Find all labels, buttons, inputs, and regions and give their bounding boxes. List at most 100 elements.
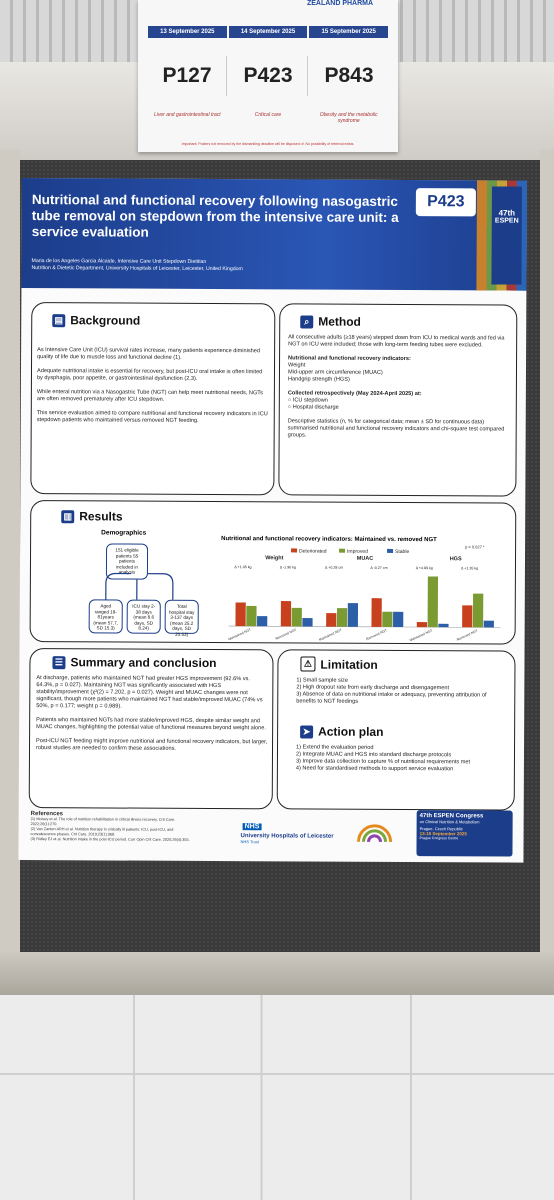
- results-panel: ▥ Results Demographics 151 eligible pati…: [29, 500, 517, 645]
- group-label: HGS: [450, 556, 462, 562]
- chart-icon: ▥: [61, 509, 75, 523]
- indicator-item: Handgrip strength (HGS): [287, 376, 350, 383]
- delta-annotation: Δ +1.05 kg: [234, 565, 251, 569]
- limitation-list: 1) Small sample size 2) High dropout rat…: [296, 677, 506, 706]
- delta-annotation: Δ +4.89 kg: [416, 566, 433, 570]
- session-sign: [138, 0, 398, 152]
- action-list: 1) Extend the evaluation period 2) Integ…: [296, 744, 506, 773]
- demographics-connector: [105, 572, 174, 600]
- action-icon: ➤: [300, 724, 314, 739]
- sign-topics: Liver and gastrointestinal tract Critica…: [148, 112, 388, 124]
- sign-date: 14 September 2025: [228, 26, 308, 38]
- background-paragraph: As Intensive Care Unit (ICU) survival ra…: [37, 347, 261, 361]
- badge-name: ESPEN: [494, 217, 519, 225]
- magnifier-icon: ⌕: [300, 314, 314, 329]
- bar: [246, 605, 257, 627]
- collected-item: ○ Hospital discharge: [287, 404, 339, 411]
- poster-author: Maria de los Angeles Garcia Alcaide, Int…: [32, 258, 412, 274]
- method-intro: All consecutive adults (≥18 years) stepp…: [288, 334, 505, 349]
- category-label: Removed NGT: [456, 629, 478, 642]
- group-label: MUAC: [357, 556, 374, 562]
- sign-dates: 13 September 2025 14 September 2025 15 S…: [148, 26, 389, 38]
- category-label: Removed NGT: [365, 628, 387, 641]
- espen-congress-badge: 47th ESPEN Congress on Clinical Nutritio…: [416, 810, 513, 857]
- legend-swatch: [339, 548, 346, 553]
- bar: [438, 623, 449, 628]
- bar: [347, 603, 359, 627]
- bar: [427, 576, 439, 628]
- sign-date: 13 September 2025: [148, 26, 227, 38]
- x-axis: [228, 625, 501, 628]
- sponsor-logo: ZEALAND PHARMA: [306, 0, 374, 7]
- frame-bottom: [0, 952, 554, 997]
- action-item: 4) Need for standardised methods to supp…: [295, 765, 454, 773]
- bar: [336, 608, 348, 627]
- indicators-title: Nutritional and functional recovery indi…: [288, 355, 411, 363]
- sign-code: P127: [148, 56, 227, 96]
- background-text: As Intensive Care Unit (ICU) survival ra…: [37, 347, 269, 432]
- limitation-heading: ⚠ Limitation: [300, 656, 378, 672]
- demographics-icu-stay: ICU stay 2-38 days (mean 8.6 days, SD 8.…: [126, 599, 161, 634]
- method-panel: ⌕ Method All consecutive adults (≥18 yea…: [278, 303, 518, 497]
- congress-sub: on Clinical Nutrition & Metabolism: [419, 819, 480, 825]
- poster-title: Nutritional and functional recovery foll…: [31, 192, 399, 240]
- summary-paragraph: Post-ICU NGT feeding might improve nutri…: [35, 738, 268, 752]
- bar: [326, 613, 337, 627]
- frame-left: [0, 150, 20, 980]
- demographics-title: Demographics: [101, 529, 147, 537]
- background-title: Background: [70, 313, 141, 328]
- category-label: Maintained NGT: [228, 627, 252, 641]
- background-paragraph: While enteral nutrition via a Nasogastri…: [36, 389, 263, 403]
- legend-swatch: [291, 548, 298, 553]
- p-value-label: p = 0.027 *: [465, 544, 485, 549]
- results-title: Results: [79, 509, 123, 524]
- category-label: Removed NGT: [275, 628, 297, 641]
- checklist-icon: ☰: [52, 655, 66, 669]
- poster: 47th ESPEN Nutritional and functional re…: [18, 178, 527, 863]
- legend-label: Stable: [395, 549, 409, 555]
- limitation-panel: ⚠ Limitation 1) Small sample size 2) Hig…: [276, 649, 516, 811]
- sign-topic: Obesity and the metabolic syndrome: [319, 112, 378, 124]
- trust-name: NHS Trust: [240, 839, 259, 845]
- bar: [393, 611, 404, 628]
- legend-label: Improved: [347, 549, 368, 555]
- background-panel: ▤ Background As Intensive Care Unit (ICU…: [30, 302, 276, 496]
- category-label: Maintained NGT: [409, 628, 433, 641]
- limitation-item: 3) Absence of data on nutritional intake…: [296, 691, 487, 705]
- delta-annotation: Δ +1.35 kg: [461, 566, 478, 570]
- frame-right: [540, 150, 554, 980]
- background-heading: ▤ Background: [52, 313, 141, 328]
- method-heading: ⌕ Method: [300, 314, 361, 329]
- recovery-bar-chart: Deteriorated Improved Stable p = 0.027 * Wei…: [228, 544, 501, 642]
- bar: [483, 620, 494, 628]
- summary-text: At discharge, patients who maintained NG…: [36, 675, 268, 760]
- delta-annotation: Δ -0.27 cm: [370, 566, 387, 570]
- nhs-logo: NHS University Hospitals of Leicester NH…: [241, 815, 351, 845]
- summary-panel: ☰ Summary and conclusion At discharge, p…: [28, 648, 274, 810]
- method-text: All consecutive adults (≥18 years) stepp…: [288, 334, 509, 447]
- action-heading: ➤ Action plan: [300, 724, 384, 739]
- espen-badge: 47th ESPEN: [491, 186, 522, 285]
- sign-topic: Critical care: [254, 112, 282, 118]
- bar: [291, 607, 302, 627]
- badge-number: 47th: [498, 208, 516, 218]
- results-heading: ▥ Results: [61, 509, 123, 524]
- background-paragraph: Adequate nutritional intake is essential…: [36, 368, 263, 382]
- summary-heading: ☰ Summary and conclusion: [52, 655, 217, 671]
- bar: [472, 593, 484, 628]
- summary-title: Summary and conclusion: [70, 655, 217, 671]
- floor-tiles: [0, 995, 554, 1200]
- bar: [416, 622, 428, 628]
- team-logo-icon: [357, 824, 393, 843]
- method-title: Method: [318, 314, 361, 329]
- demographics-hospital-stay: Total hospital stay 3-137 days (mean 25.…: [164, 599, 199, 637]
- bar: [371, 598, 382, 627]
- nhs-mark: NHS: [242, 823, 262, 831]
- group-label: Weight: [265, 555, 283, 561]
- demographics-age: Aged ranged 18-81years (mean 57.7, SD 15…: [88, 599, 123, 634]
- warning-icon: ⚠: [300, 656, 316, 672]
- reference-item: (3) Ridley EJ et al. Nutrition intake in…: [30, 837, 190, 842]
- delta-annotation: Δ +0.28 cm: [325, 566, 343, 570]
- bar: [382, 611, 393, 627]
- action-title: Action plan: [318, 724, 384, 739]
